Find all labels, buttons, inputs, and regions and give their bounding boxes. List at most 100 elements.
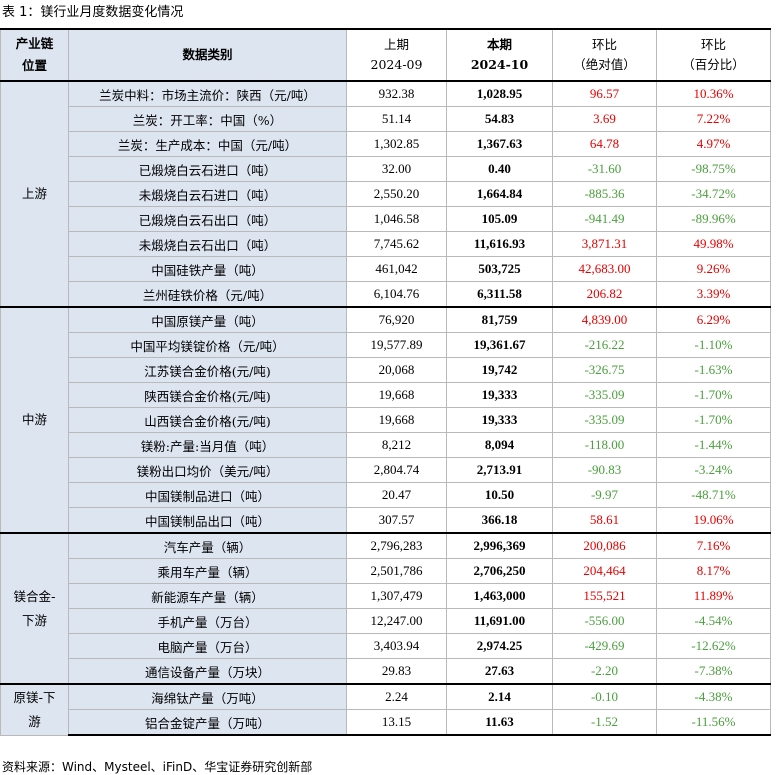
- source-note: 资料来源：Wind、Mysteel、iFinD、华宝证券研究创新部: [2, 760, 313, 774]
- table-row: 乘用车产量（辆） 2,501,786 2,706,250 204,464 8.17%: [1, 558, 771, 584]
- pct-change-cell: -1.63%: [656, 357, 771, 383]
- curr-value-cell: 11,691.00: [446, 608, 553, 634]
- pct-change-cell: 7.22%: [656, 106, 771, 132]
- abs-change-cell: -1.52: [552, 709, 657, 736]
- header-curr-period: 2024-10: [470, 57, 529, 72]
- curr-value-cell: 1,463,000: [446, 583, 553, 609]
- abs-change-cell: -326.75: [552, 357, 657, 383]
- curr-value-cell: 105.09: [446, 206, 553, 232]
- category-cell: 兰炭：生产成本：中国（元/吨）: [68, 131, 347, 157]
- group-position: 原镁-下游: [0, 683, 69, 736]
- pct-change-cell: -48.71%: [656, 482, 771, 508]
- group-position: 上游: [0, 80, 69, 308]
- table-row: 中国平均镁锭价格（元/吨） 19,577.89 19,361.67 -216.22 -1…: [1, 332, 771, 358]
- curr-value-cell: 1,028.95: [446, 80, 553, 107]
- curr-value-cell: 19,333: [446, 382, 553, 408]
- header-abs-label: 环比: [591, 37, 617, 52]
- table-row: 手机产量（万台） 12,247.00 11,691.00 -556.00 -4.54%: [1, 608, 771, 634]
- category-cell: 手机产量（万台）: [68, 608, 347, 634]
- category-cell: 镁粉出口均价（美元/吨）: [68, 457, 347, 483]
- prev-value-cell: 307.57: [346, 507, 447, 534]
- abs-change-cell: 155,521: [552, 583, 657, 609]
- abs-change-cell: -9.97: [552, 482, 657, 508]
- pct-change-cell: -1.10%: [656, 332, 771, 358]
- abs-change-cell: -2.20: [552, 658, 657, 685]
- prev-value-cell: 51.14: [346, 106, 447, 132]
- pct-change-cell: -3.24%: [656, 457, 771, 483]
- group-position-line: 下游: [21, 612, 47, 628]
- category-cell: 中国原镁产量（吨）: [68, 306, 347, 333]
- abs-change-cell: 200,086: [552, 532, 657, 559]
- prev-value-cell: 29.83: [346, 658, 447, 685]
- table-row: 未煅烧白云石进口（吨） 2,550.20 1,664.84 -885.36 -34.72…: [1, 181, 771, 207]
- category-cell: 镁粉:产量:当月值（吨）: [68, 432, 347, 458]
- abs-change-cell: 96.57: [552, 80, 657, 107]
- category-cell: 中国硅铁产量（吨）: [68, 256, 347, 282]
- table-title: 表 1：镁行业月度数据变化情况: [2, 5, 184, 20]
- header-curr: 本期 2024-10: [446, 28, 553, 82]
- curr-value-cell: 2,996,369: [446, 532, 553, 559]
- prev-value-cell: 1,307,479: [346, 583, 447, 609]
- curr-value-cell: 2,974.25: [446, 633, 553, 659]
- abs-change-cell: -31.60: [552, 156, 657, 182]
- group-position: 中游: [0, 306, 69, 534]
- header-abs: 环比 （绝对值）: [552, 28, 657, 82]
- abs-change-cell: -335.09: [552, 407, 657, 433]
- table-row: 上游 兰炭中料：市场主流价：陕西（元/吨） 932.38 1,028.95 96.57 1…: [0, 80, 771, 308]
- group-position-line: 镁合金-: [13, 588, 56, 604]
- curr-value-cell: 81,759: [446, 306, 553, 333]
- pct-change-cell: 10.36%: [656, 80, 771, 107]
- prev-value-cell: 2,804.74: [346, 457, 447, 483]
- prev-value-cell: 13.15: [346, 709, 447, 736]
- prev-value-cell: 2,796,283: [346, 532, 447, 559]
- curr-value-cell: 503,725: [446, 256, 553, 282]
- pct-change-cell: -4.38%: [656, 683, 771, 710]
- header-pct-label: 环比: [700, 37, 726, 52]
- abs-change-cell: 206.82: [552, 281, 657, 308]
- category-cell: 中国镁制品出口（吨）: [68, 507, 347, 534]
- category-cell: 海绵钛产量（万吨）: [68, 683, 347, 710]
- category-cell: 新能源车产量（辆）: [68, 583, 347, 609]
- pct-change-cell: 4.97%: [656, 131, 771, 157]
- pct-change-cell: -1.44%: [656, 432, 771, 458]
- prev-value-cell: 6,104.76: [346, 281, 447, 308]
- abs-change-cell: -118.00: [552, 432, 657, 458]
- pct-change-cell: -7.38%: [656, 658, 771, 685]
- curr-value-cell: 19,742: [446, 357, 553, 383]
- pct-change-cell: 19.06%: [656, 507, 771, 534]
- pct-change-cell: -12.62%: [656, 633, 771, 659]
- header-curr-label: 本期: [486, 37, 512, 52]
- prev-value-cell: 19,668: [346, 407, 447, 433]
- abs-change-cell: 3.69: [552, 106, 657, 132]
- curr-value-cell: 2,713.91: [446, 457, 553, 483]
- category-cell: 已煅烧白云石进口（吨）: [68, 156, 347, 182]
- table-row: 已煅烧白云石进口（吨） 32.00 0.40 -31.60 -98.75%: [1, 156, 771, 182]
- category-cell: 乘用车产量（辆）: [68, 558, 347, 584]
- table-row: 山西镁合金价格(元/吨) 19,668 19,333 -335.09 -1.70%: [1, 407, 771, 433]
- abs-change-cell: -0.10: [552, 683, 657, 710]
- table-row: 中国镁制品出口（吨） 307.57 366.18 58.61 19.06%: [1, 507, 771, 534]
- curr-value-cell: 366.18: [446, 507, 553, 534]
- prev-value-cell: 8,212: [346, 432, 447, 458]
- table-row: 兰州硅铁价格（元/吨） 6,104.76 6,311.58 206.82 3.39%: [1, 281, 771, 308]
- prev-value-cell: 76,920: [346, 306, 447, 333]
- header-row: 产业链 位置 数据类别 上期 2024-09 本期 2024-10 环比 （绝对值…: [0, 28, 771, 82]
- table-row: 兰炭：生产成本：中国（元/吨） 1,302.85 1,367.63 64.78 4.97…: [1, 131, 771, 157]
- table-row: 镁粉出口均价（美元/吨） 2,804.74 2,713.91 -90.83 -3.24%: [1, 457, 771, 483]
- pct-change-cell: 49.98%: [656, 231, 771, 257]
- curr-value-cell: 10.50: [446, 482, 553, 508]
- group-position-line: 上游: [21, 186, 47, 201]
- category-cell: 兰州硅铁价格（元/吨）: [68, 281, 347, 308]
- prev-value-cell: 1,046.58: [346, 206, 447, 232]
- table-row: 通信设备产量（万块） 29.83 27.63 -2.20 -7.38%: [1, 658, 771, 685]
- curr-value-cell: 1,664.84: [446, 181, 553, 207]
- group-position-line: 游: [28, 713, 41, 729]
- prev-value-cell: 3,403.94: [346, 633, 447, 659]
- category-cell: 兰炭中料：市场主流价：陕西（元/吨）: [68, 80, 347, 107]
- prev-value-cell: 2,501,786: [346, 558, 447, 584]
- pct-change-cell: -98.75%: [656, 156, 771, 182]
- abs-change-cell: -556.00: [552, 608, 657, 634]
- pct-change-cell: -34.72%: [656, 181, 771, 207]
- abs-change-cell: -429.69: [552, 633, 657, 659]
- header-prev-label: 上期: [383, 37, 409, 52]
